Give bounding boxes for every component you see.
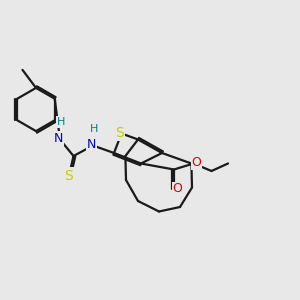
Text: N: N [87,138,96,152]
Text: O: O [173,182,182,196]
Text: S: S [116,126,124,140]
Text: N: N [54,132,63,146]
Text: H: H [57,117,66,127]
Text: O: O [192,156,201,169]
Text: S: S [64,169,73,182]
Text: H: H [90,124,99,134]
